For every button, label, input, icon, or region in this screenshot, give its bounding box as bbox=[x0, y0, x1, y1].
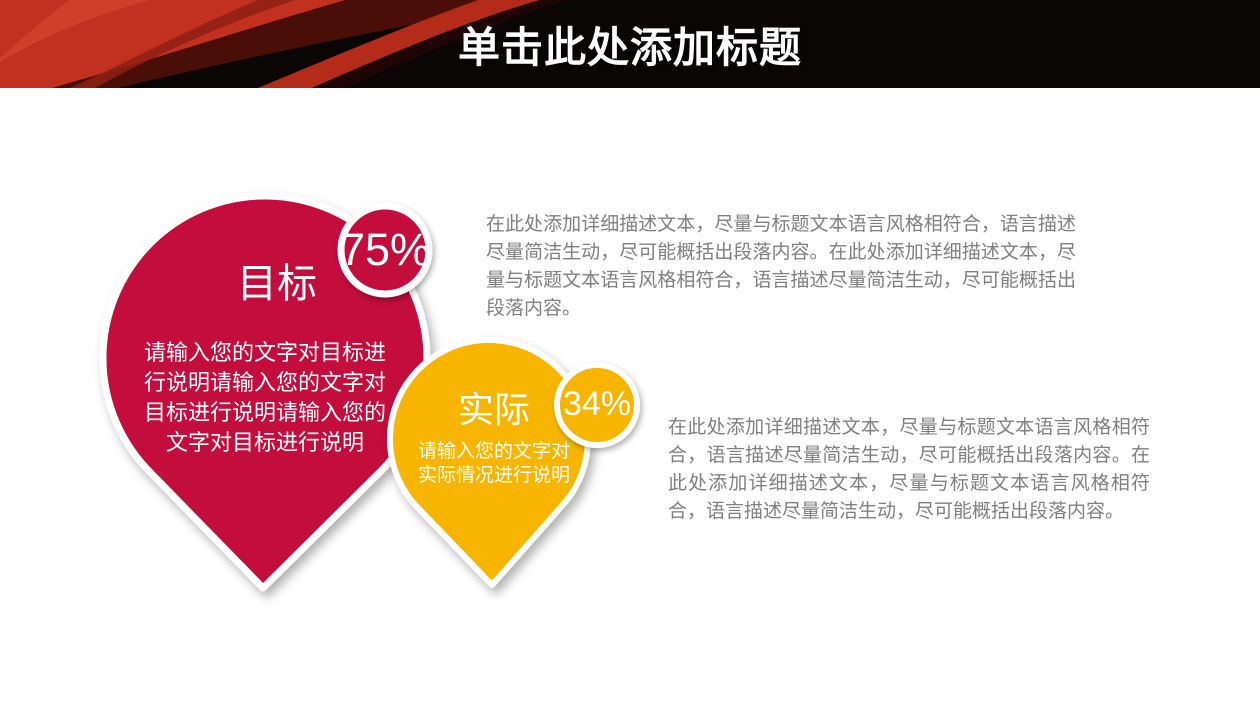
goal-body-text[interactable]: 请输入您的文字对目标进行说明请输入您的文字对目标进行说明请输入您的文字对目标进行… bbox=[143, 340, 386, 455]
swoosh-highlight bbox=[0, 0, 150, 62]
swoosh-blade-shadow bbox=[312, 0, 567, 88]
description-paragraph-bottom[interactable]: 在此处添加详细描述文本，尽量与标题文本语言风格相符合，语言描述尽量简洁生动，尽可… bbox=[668, 417, 1150, 522]
swoosh-mid-band bbox=[70, 0, 295, 88]
actual-percent-badge-shape[interactable] bbox=[554, 362, 640, 448]
actual-percent-label[interactable]: 34% bbox=[562, 385, 632, 423]
goal-percent-label[interactable]: 75% bbox=[339, 224, 431, 275]
swoosh-blade bbox=[258, 0, 540, 88]
header-banner: 单击此处添加标题 bbox=[0, 0, 1260, 88]
actual-heading[interactable]: 实际 bbox=[457, 389, 530, 430]
goal-heading[interactable]: 目标 bbox=[237, 262, 317, 306]
header-swoosh-graphic bbox=[0, 0, 1260, 88]
goal-percent-badge-shape[interactable] bbox=[337, 202, 433, 298]
slide-title-placeholder[interactable]: 单击此处添加标题 bbox=[457, 23, 802, 71]
actual-body-text[interactable]: 请输入您的文字对实际情况进行说明 bbox=[417, 441, 570, 486]
description-paragraph-top[interactable]: 在此处添加详细描述文本，尽量与标题文本语言风格相符合，语言描述尽量简洁生动，尽可… bbox=[486, 214, 1076, 319]
